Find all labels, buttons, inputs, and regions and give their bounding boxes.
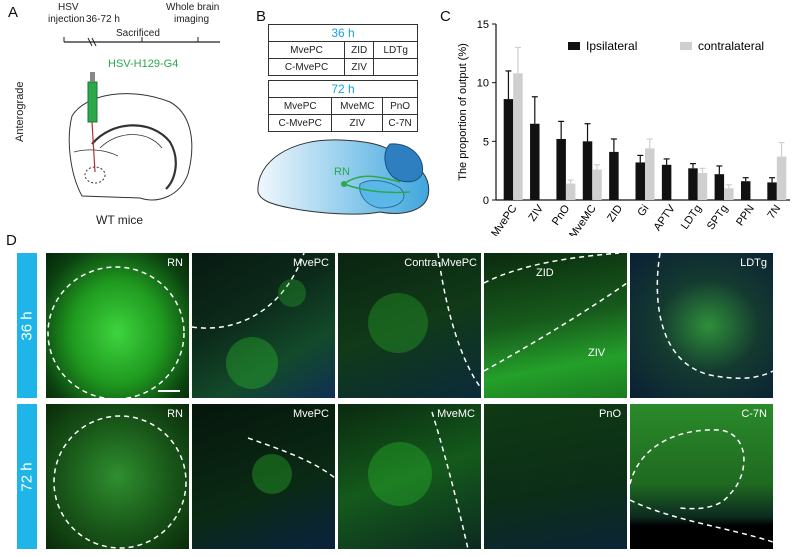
bar-ipsilateral bbox=[609, 151, 619, 200]
table-72h-title: 72 h bbox=[268, 80, 418, 98]
bar-ipsilateral bbox=[688, 168, 698, 200]
y-tick-label: 10 bbox=[477, 78, 489, 90]
table-cell: ZIV bbox=[331, 114, 384, 132]
micrograph-72h-pno: PnO bbox=[484, 404, 627, 549]
panel-c-letter: C bbox=[440, 8, 451, 25]
panel-d-letter: D bbox=[6, 232, 17, 249]
tile-label: ZID bbox=[536, 267, 554, 279]
table-cell: ZID bbox=[344, 41, 375, 59]
tile-label: MveMC bbox=[437, 408, 475, 420]
time-label-36h: 36 h bbox=[18, 310, 36, 341]
brain-rn-label: RN bbox=[334, 166, 350, 178]
bar-contralateral bbox=[645, 148, 655, 200]
bar-ipsilateral bbox=[635, 162, 645, 200]
tile-label: LDTg bbox=[740, 257, 767, 269]
timeline-whole-brain: Whole brain bbox=[166, 2, 220, 13]
table-36h: 36 h MvePC ZID LDTg C-MvePC ZIV bbox=[267, 24, 418, 76]
table-cell: LDTg bbox=[373, 41, 418, 59]
panel-b-letter: B bbox=[256, 8, 267, 25]
table-cell: C-MvePC bbox=[267, 58, 346, 76]
bar-contralateral bbox=[592, 169, 602, 200]
sagittal-brain-diagram bbox=[257, 139, 430, 215]
timeline-interval: 36-72 h bbox=[86, 14, 120, 25]
table-cell bbox=[373, 58, 418, 76]
micrograph-72h-c7n: C-7N bbox=[630, 404, 773, 549]
tile-label: MvePC bbox=[292, 257, 329, 269]
table-cell: C-MvePC bbox=[267, 114, 333, 132]
bar-ipsilateral bbox=[714, 174, 725, 200]
legend-swatch-contralateral bbox=[680, 42, 692, 50]
virus-label: HSV-H129-G4 bbox=[108, 58, 179, 70]
category-label: ZIV bbox=[526, 202, 546, 223]
timeline-sacrificed: Sacrificed bbox=[116, 28, 160, 39]
bar-contralateral bbox=[776, 156, 787, 200]
table-cell: MvePC bbox=[267, 97, 333, 115]
bar-ipsilateral bbox=[530, 123, 540, 200]
bar-ipsilateral bbox=[767, 182, 777, 200]
legend-label-ipsilateral: Ipsilateral bbox=[586, 39, 637, 53]
category-label: ZID bbox=[605, 203, 625, 224]
tile-label: MvePC bbox=[292, 408, 329, 420]
micrograph-36h-zid: ZID ZIV bbox=[484, 253, 627, 398]
y-tick-label: 0 bbox=[483, 195, 489, 207]
y-tick-label: 15 bbox=[477, 19, 489, 31]
micrograph-72h-mvemc: MveMC bbox=[338, 404, 481, 549]
table-72h: 72 h MvePC MveMC PnO C-MvePC ZIV C-7N bbox=[267, 80, 418, 132]
table-36h-title: 36 h bbox=[268, 24, 418, 42]
micrograph-36h-rn: RN bbox=[46, 253, 189, 398]
category-label: LDTg bbox=[679, 203, 704, 232]
wt-mice-label: WT mice bbox=[96, 213, 144, 227]
table-cell: PnO bbox=[382, 97, 418, 115]
category-label: APTV bbox=[652, 202, 679, 233]
tile-label: RN bbox=[167, 408, 183, 420]
category-label: Gi bbox=[635, 203, 651, 219]
category-label: 7N bbox=[765, 203, 783, 221]
tile-label: RN bbox=[167, 257, 183, 269]
table-cell: C-7N bbox=[382, 114, 418, 132]
category-label: PPN bbox=[734, 203, 757, 228]
bar-contralateral bbox=[724, 188, 734, 200]
micrograph-72h-mvepc: MvePC bbox=[192, 404, 335, 549]
bar-ipsilateral bbox=[582, 141, 593, 200]
bar-contralateral bbox=[697, 173, 708, 200]
category-label: PnO bbox=[550, 202, 573, 227]
anterograde-label: Anterograde bbox=[14, 81, 26, 142]
panel-a-diagram bbox=[63, 37, 220, 201]
tile-label-ziv: ZIV bbox=[588, 347, 606, 359]
bar-ipsilateral bbox=[740, 181, 751, 200]
bar-ipsilateral bbox=[661, 164, 672, 200]
bar-ipsilateral bbox=[503, 99, 514, 200]
micrograph-72h-rn: RN bbox=[46, 404, 189, 549]
time-label-72h: 72 h bbox=[18, 461, 36, 492]
category-label: SPTg bbox=[705, 203, 731, 232]
category-label: MveMC bbox=[567, 203, 599, 236]
micrograph-36h-contra-mvepc: Contra-MvePC bbox=[338, 253, 481, 398]
bar-chart: 0 5 10 15 The proportion of output (%) MvePC Z… bbox=[457, 19, 790, 236]
tile-label: Contra-MvePC bbox=[404, 257, 477, 269]
bar-contralateral bbox=[513, 73, 523, 200]
timeline-injection: injection bbox=[48, 14, 85, 25]
timeline-imaging: imaging bbox=[174, 14, 210, 25]
legend-label-contralateral: contralateral bbox=[698, 39, 764, 53]
table-cell: ZIV bbox=[344, 58, 375, 76]
bar-contralateral bbox=[565, 183, 576, 200]
time-bar-72h: 72 h bbox=[17, 404, 37, 549]
table-cell: MvePC bbox=[267, 41, 346, 59]
time-bar-36h: 36 h bbox=[17, 253, 37, 398]
y-tick-label: 5 bbox=[483, 136, 489, 148]
tile-label: C-7N bbox=[741, 408, 767, 420]
y-axis-label: The proportion of output (%) bbox=[457, 43, 469, 181]
bar-ipsilateral bbox=[556, 138, 566, 200]
tile-label: PnO bbox=[598, 408, 621, 420]
category-label: MvePC bbox=[489, 203, 520, 236]
table-cell: MveMC bbox=[331, 97, 384, 115]
legend-swatch-ipsilateral bbox=[568, 42, 580, 50]
micrograph-36h-mvepc: MvePC bbox=[192, 253, 335, 398]
panel-a-letter: A bbox=[8, 4, 19, 21]
timeline-hsv: HSV bbox=[58, 2, 79, 13]
micrograph-36h-ldtg: LDTg bbox=[630, 253, 773, 398]
